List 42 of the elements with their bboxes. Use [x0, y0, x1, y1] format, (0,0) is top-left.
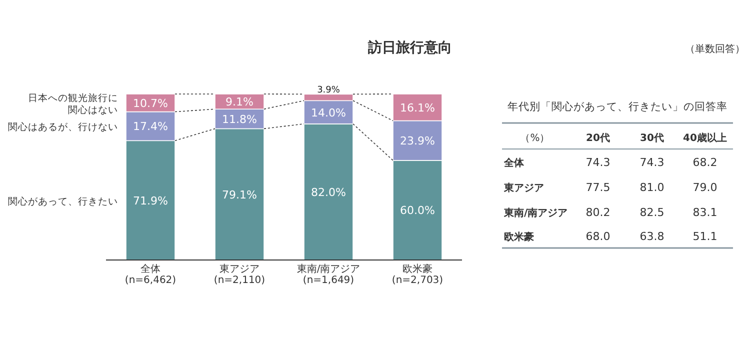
x-tick-label: 全体 (n=6,462)	[124, 263, 176, 286]
text: 東アジア	[503, 182, 544, 194]
text: 80.2	[586, 206, 610, 219]
data-label: 16.1%	[400, 101, 435, 114]
text: 40歳以上	[683, 132, 727, 144]
text: 63.8	[640, 230, 664, 243]
text: 74.3	[586, 156, 610, 169]
text: 68.2	[692, 156, 718, 169]
text: 79.0	[692, 181, 718, 194]
data-label: 14.0%	[311, 106, 346, 120]
x-tick-label: 欧米豪 (n=2,703)	[392, 263, 444, 286]
text: 東南/南アジア	[503, 207, 568, 219]
data-label: 9.1%	[226, 96, 254, 109]
series-label: 関心はあるが、行けない	[8, 121, 118, 134]
text: （単数回答）	[685, 43, 745, 55]
data-label: 71.9%	[133, 194, 168, 208]
text: 欧米豪	[504, 231, 534, 243]
data-label: 23.9%	[400, 134, 435, 148]
text: 83.1	[692, 206, 718, 219]
data-label: 3.9%	[317, 86, 340, 96]
text: 82.5	[640, 206, 664, 219]
data-label: 60.0%	[400, 204, 435, 218]
series-label: 日本への観光旅行に関心はない	[28, 92, 118, 116]
text: 20代	[586, 132, 610, 144]
data-label: 10.7%	[133, 96, 168, 110]
text: 30代	[640, 132, 664, 144]
data-label: 79.1%	[222, 188, 257, 202]
x-tick-label: 東アジア (n=2,110)	[214, 263, 266, 286]
text: 77.5	[586, 181, 610, 194]
text: 全体	[503, 157, 525, 169]
data-label: 17.4%	[133, 120, 168, 134]
chart-title: 訪日旅行意向	[367, 39, 452, 56]
series-label: 関心があって、行きたい	[8, 195, 118, 208]
x-tick-label: 東南/南アジア (n=1,649)	[296, 263, 360, 286]
text: 68.0	[586, 230, 610, 243]
text: 81.0	[640, 181, 664, 194]
data-label: 11.8%	[222, 112, 257, 126]
text: 年代別「関心があって、行きたい」の回答率	[508, 100, 728, 113]
data-label: 82.0%	[311, 186, 346, 199]
text: 74.3	[640, 156, 664, 169]
text: 51.1	[692, 230, 718, 243]
text: （%）	[520, 133, 550, 144]
